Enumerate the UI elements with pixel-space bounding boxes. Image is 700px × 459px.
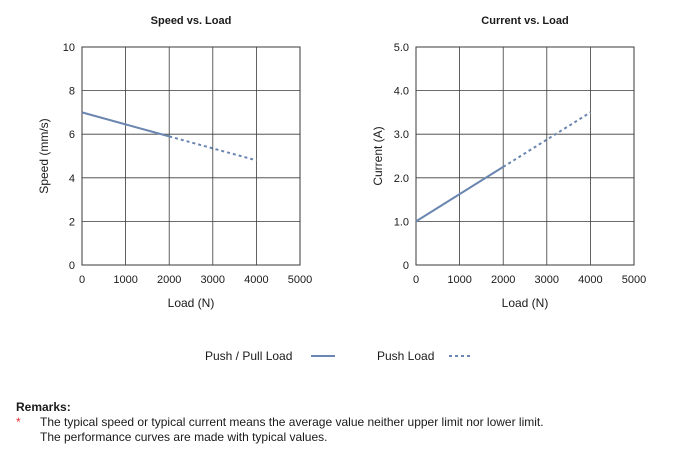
legend-label: Push / Pull Load <box>205 349 292 363</box>
current-x-tick-label: 0 <box>413 274 419 286</box>
legend-label: Push Load <box>377 349 434 363</box>
speed-x-tick-label: 1000 <box>113 274 137 286</box>
speed-x-tick-label: 2000 <box>157 274 181 286</box>
speed-x-tick-label: 3000 <box>201 274 225 286</box>
speed-y-tick-label: 2 <box>69 216 75 228</box>
remark-item: * The typical speed or typical current m… <box>16 415 686 445</box>
current-y-tick-label: 0 <box>403 260 409 272</box>
speed-x-axis-title: Load (N) <box>168 296 215 310</box>
current-y-tick-label: 1.0 <box>394 216 409 228</box>
charts-figure: 0 1000 2000 3000 4000 5000 0 2 4 6 8 10 Speed vs. Lo… <box>37 15 646 363</box>
current-series-line-push <box>502 111 591 168</box>
speed-x-tick-label: 0 <box>79 274 85 286</box>
remarks-section: Remarks: * The typical speed or typical … <box>16 400 686 445</box>
remark-line-2: The performance curves are made with typ… <box>40 430 328 444</box>
speed-x-tick-label: 4000 <box>244 274 268 286</box>
speed-x-tick-label: 5000 <box>288 274 312 286</box>
speed-chart-title: Speed vs. Load <box>151 15 232 27</box>
speed-y-tick-label: 0 <box>69 260 75 272</box>
speed-y-tick-label: 4 <box>69 173 75 185</box>
current-plot-frame <box>415 46 635 266</box>
current-y-tick-label: 4.0 <box>394 86 409 98</box>
speed-y-axis-title: Speed (mm/s) <box>37 118 51 193</box>
current-x-tick-label: 5000 <box>622 274 646 286</box>
current-x-axis-title: Load (N) <box>502 296 549 310</box>
current-y-tick-label: 3.0 <box>394 129 409 141</box>
current-series-line-push-pull <box>415 166 504 223</box>
current-y-tick-label: 2.0 <box>394 173 409 185</box>
speed-series-line-push-pull <box>81 111 170 138</box>
speed-plot-frame <box>81 46 301 266</box>
speed-y-tick-label: 6 <box>69 129 75 141</box>
current-x-tick-label: 3000 <box>535 274 559 286</box>
remark-line-1: The typical speed or typical current mea… <box>40 415 544 429</box>
remark-asterisk: * <box>16 415 21 429</box>
speed-y-tick-label: 10 <box>63 42 75 54</box>
current-x-tick-label: 1000 <box>447 274 471 286</box>
speed-y-tick-label: 8 <box>69 86 75 98</box>
current-x-tick-label: 2000 <box>491 274 515 286</box>
current-x-tick-label: 4000 <box>578 274 602 286</box>
current-chart-title: Current vs. Load <box>481 15 568 27</box>
current-y-axis-title: Current (A) <box>371 126 385 185</box>
remarks-title: Remarks: <box>16 400 71 414</box>
current-y-tick-label: 5.0 <box>394 42 409 54</box>
